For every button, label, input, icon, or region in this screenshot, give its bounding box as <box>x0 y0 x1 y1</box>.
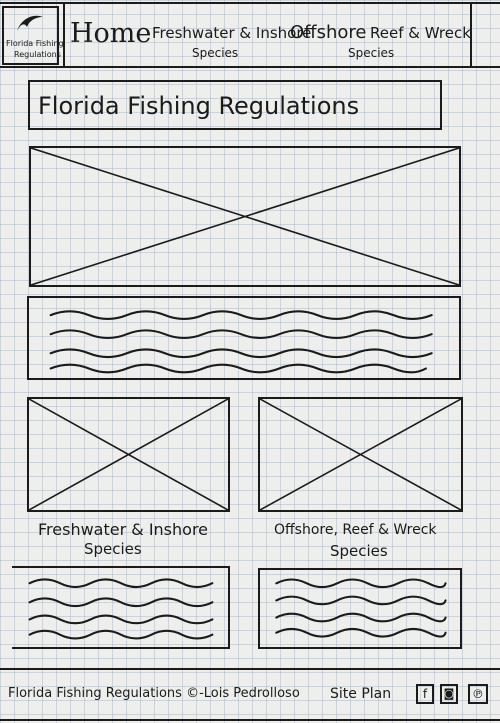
intro-text-placeholder <box>27 296 461 380</box>
page-title: Florida Fishing Regulations <box>38 92 360 120</box>
footer-bar <box>0 668 500 721</box>
title-banner: Florida Fishing Regulations <box>28 80 442 130</box>
nav-item-reef-wreck[interactable]: Reef & Wreck <box>370 24 471 42</box>
card-title[interactable]: Freshwater & Inshore <box>38 520 209 539</box>
image-placeholder-cross <box>29 399 228 510</box>
logo-line-1: Florida Fishing <box>6 39 64 48</box>
nav-item-freshwater-inshore-sub[interactable]: Species <box>192 46 239 60</box>
instagram-icon-glyph: ◙ <box>443 687 455 700</box>
nav-item-offshore[interactable]: Offshore <box>290 22 367 43</box>
nav-divider <box>470 4 472 66</box>
card-image-placeholder[interactable] <box>27 397 230 512</box>
facebook-icon-glyph: f <box>422 687 428 701</box>
text-lines-placeholder <box>275 578 447 638</box>
footer-credit: Florida Fishing Regulations ©-Lois Pedro… <box>8 686 300 701</box>
card-image-placeholder[interactable] <box>258 397 463 512</box>
card-subtitle[interactable]: Species <box>330 542 388 560</box>
image-placeholder-cross <box>31 148 459 285</box>
nav-item-reef-wreck-sub[interactable]: Species <box>348 46 395 60</box>
pinterest-icon[interactable]: ℗ <box>468 684 488 704</box>
logo-line-2: Regulations <box>14 50 61 59</box>
nav-item-home[interactable]: Home <box>70 18 152 49</box>
site-plan-link[interactable]: Site Plan <box>330 686 392 702</box>
card-subtitle[interactable]: Species <box>84 540 142 558</box>
nav-divider <box>63 4 65 66</box>
hero-image-placeholder <box>29 146 461 287</box>
instagram-icon[interactable]: ◙ <box>440 684 458 704</box>
card-text-placeholder <box>12 566 230 649</box>
fish-logo-icon <box>17 15 43 31</box>
pinterest-icon-glyph: ℗ <box>472 687 484 701</box>
facebook-icon[interactable]: f <box>416 684 434 704</box>
nav-item-freshwater-inshore[interactable]: Freshwater & Inshore <box>152 24 312 42</box>
card-text-placeholder <box>258 568 462 649</box>
nav-bar <box>0 2 500 68</box>
logo[interactable]: Florida Fishing Regulations <box>2 6 64 65</box>
text-lines-placeholder <box>49 310 433 374</box>
card-title[interactable]: Offshore, Reef & Wreck <box>274 522 437 538</box>
image-placeholder-cross <box>260 399 461 510</box>
text-lines-placeholder <box>28 578 214 640</box>
